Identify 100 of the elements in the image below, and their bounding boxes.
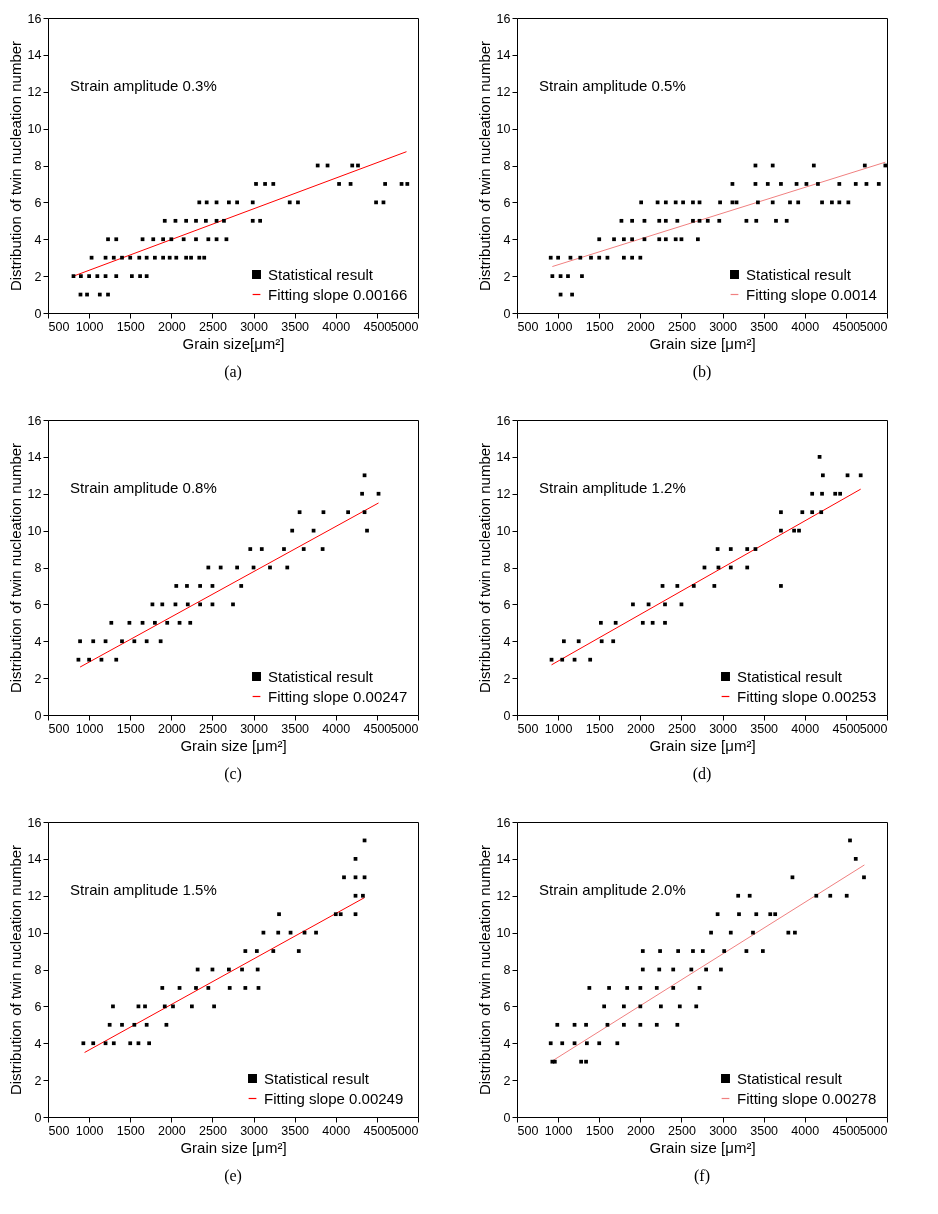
point [333, 912, 338, 917]
y-tick-label: 14 [27, 852, 42, 867]
point [361, 893, 365, 898]
point [111, 1041, 116, 1046]
x-tick-label: 3000 [709, 1123, 738, 1138]
y-tick-label: 4 [34, 1036, 42, 1051]
point [282, 547, 286, 551]
text: (e) [224, 1166, 242, 1185]
x-tick-label: 3000 [240, 319, 269, 334]
legend-label: Statistical result [746, 265, 852, 283]
x-tick-label: 4000 [322, 319, 351, 334]
y-tick-label: 2 [503, 1073, 511, 1088]
point [277, 912, 281, 917]
x-tick-label: 2500 [668, 1123, 696, 1138]
legend-label: Fitting slope 0.00278 [737, 1089, 877, 1107]
point [259, 547, 264, 551]
x-tick-label: 3000 [240, 721, 269, 736]
x-tick-label: 3500 [281, 721, 310, 736]
point [132, 1022, 137, 1027]
y-tick-label: 12 [27, 85, 42, 100]
y-tick-label: 12 [496, 85, 511, 100]
point [227, 986, 232, 990]
point [338, 912, 343, 917]
point [820, 491, 824, 496]
y-tick-label: 14 [496, 852, 511, 867]
point [91, 639, 96, 644]
x-tick-label: 4000 [322, 1123, 351, 1138]
y-tick-label: 0 [503, 1110, 511, 1125]
y-tick-label: 2 [503, 269, 511, 284]
point [185, 584, 189, 588]
point [239, 584, 244, 588]
point [779, 584, 783, 588]
x-tick-label: 3500 [281, 319, 310, 334]
point [360, 491, 364, 496]
point [107, 1022, 112, 1027]
x-tick-label: 1000 [75, 721, 104, 736]
x-axis-title: Grain size [μm²] [649, 737, 756, 754]
x-tick-label: 2500 [199, 319, 227, 334]
y-tick-label: 12 [27, 889, 42, 904]
point [91, 1041, 96, 1046]
x-axis-title: Grain size[μm²] [182, 335, 285, 352]
text: (a) [224, 362, 242, 381]
y-tick-label: 12 [27, 487, 42, 502]
x-tick-label: 2000 [157, 1123, 186, 1138]
point [745, 547, 750, 551]
point [206, 986, 211, 990]
point [858, 473, 863, 478]
point [144, 1022, 149, 1027]
point [81, 1041, 86, 1046]
x-tick-label: 500 [517, 1123, 539, 1138]
point [588, 657, 593, 662]
point [728, 547, 733, 551]
y-tick-label: 6 [503, 999, 511, 1014]
y-tick-label: 0 [34, 708, 42, 723]
x-tick-label: 3500 [750, 319, 779, 334]
x-tick-label: 3500 [750, 721, 779, 736]
point [821, 473, 825, 478]
x-tick-label: 4500 [363, 1123, 392, 1138]
x-tick-label: 5000 [390, 319, 419, 334]
x-tick-label: 5000 [390, 721, 419, 736]
point [810, 510, 815, 515]
point [120, 639, 124, 644]
x-tick-label: 1500 [116, 721, 145, 736]
x-tick-label: 3000 [240, 1123, 269, 1138]
legend-label: Fitting slope 0.0014 [746, 285, 877, 303]
point [243, 949, 248, 953]
y-tick-label: 6 [503, 195, 511, 210]
y-tick-label: 16 [496, 413, 511, 428]
point [342, 875, 346, 880]
y-tick-label: 0 [503, 306, 511, 321]
point [779, 510, 783, 515]
x-tick-label: 500 [48, 721, 70, 736]
point [599, 620, 603, 625]
y-tick-label: 0 [34, 1110, 42, 1125]
legend-label: Statistical result [737, 667, 843, 685]
y-tick-label: 4 [34, 232, 42, 247]
x-tick-label: 3500 [281, 1123, 310, 1138]
point [198, 584, 202, 588]
point [78, 639, 82, 644]
legend-label: Statistical result [268, 667, 374, 685]
legend-label: Fitting slope 0.00249 [264, 1089, 404, 1107]
y-tick-label: 16 [27, 413, 42, 428]
x-tick-label: 500 [517, 319, 539, 334]
text: (f) [694, 1166, 710, 1185]
y-tick-label: 16 [496, 815, 511, 830]
y-tick-label: 10 [496, 926, 511, 941]
point [810, 491, 815, 496]
point [132, 639, 137, 644]
point [254, 949, 259, 953]
point [160, 986, 165, 990]
point [838, 491, 842, 496]
x-tick-label: 1000 [544, 721, 573, 736]
y-tick-label: 8 [503, 561, 511, 575]
point [144, 639, 149, 644]
y-tick-label: 10 [496, 122, 511, 137]
x-tick-label: 4500 [832, 319, 861, 334]
point [712, 584, 717, 588]
x-tick-label: 500 [517, 721, 539, 736]
x-tick-label: 2500 [199, 721, 227, 736]
point [663, 620, 667, 625]
